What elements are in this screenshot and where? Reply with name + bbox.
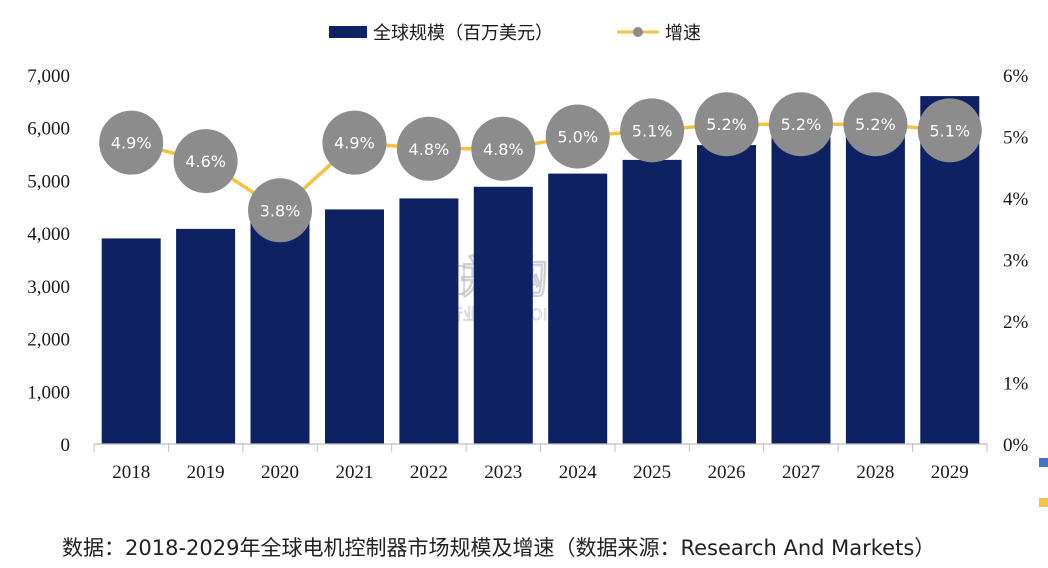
- growth-data-label: 4.6%: [185, 152, 226, 171]
- y-right-tick-label: 2%: [1003, 312, 1029, 333]
- legend: 全球规模（百万美元） 增速: [329, 23, 701, 44]
- growth-point-2020: 3.8%: [248, 178, 313, 243]
- y-left-tick-label: 4,000: [27, 224, 70, 245]
- growth-marker: [768, 92, 833, 157]
- growth-data-label: 4.9%: [334, 134, 375, 153]
- side-marker-yellow: [1039, 498, 1048, 507]
- growth-point-2028: 5.2%: [843, 92, 908, 157]
- growth-data-label: 5.2%: [781, 115, 822, 134]
- y-right-tick-label: 5%: [1003, 128, 1029, 149]
- bar-2025: [622, 159, 682, 444]
- x-tick-label: 2022: [410, 462, 448, 483]
- legend-line-label: 增速: [665, 23, 701, 44]
- bar-2028: [845, 113, 905, 444]
- growth-point-2026: 5.2%: [694, 92, 759, 157]
- bar-2018: [101, 238, 161, 444]
- growth-marker: [248, 178, 313, 243]
- y-right-tick-label: 3%: [1003, 251, 1029, 272]
- growth-point-2019: 4.6%: [173, 129, 238, 194]
- x-tick-label: 2027: [782, 462, 820, 483]
- y-left-tick-label: 5,000: [27, 171, 70, 192]
- growth-marker: [694, 92, 759, 157]
- x-tick-label: 2025: [633, 462, 671, 483]
- growth-data-label: 5.0%: [557, 128, 598, 147]
- bar-2021: [325, 209, 384, 444]
- growth-marker: [173, 129, 238, 194]
- side-marker-blue: [1039, 458, 1048, 467]
- growth-data-label: 5.1%: [929, 121, 970, 140]
- growth-point-2027: 5.2%: [768, 92, 833, 157]
- growth-marker: [545, 104, 610, 169]
- growth-point-2023: 4.8%: [471, 116, 536, 181]
- growth-point-2025: 5.1%: [620, 98, 685, 163]
- y-right-tick-label: 0%: [1003, 435, 1029, 456]
- y-left-tick-label: 7,000: [27, 66, 70, 87]
- growth-marker: [322, 110, 387, 175]
- growth-data-label: 5.2%: [706, 115, 747, 134]
- bar-series: [101, 96, 980, 445]
- growth-data-label: 5.1%: [632, 121, 673, 140]
- growth-marker: [471, 116, 536, 181]
- growth-marker: [843, 92, 908, 157]
- axes: 2018 2019 2020 2021 2022 2023 2024 2025 2026 2027…: [27, 66, 1028, 483]
- y-left-tick-label: 6,000: [27, 119, 70, 140]
- x-tick-label: 2028: [856, 462, 894, 483]
- growth-marker: [99, 110, 164, 175]
- y-left-tick-label: 1,000: [27, 382, 70, 403]
- y-right-tick-label: 1%: [1003, 374, 1029, 395]
- growth-marker: [917, 98, 982, 163]
- x-tick-label: 2019: [187, 462, 225, 483]
- x-tick-label: 2024: [559, 462, 598, 483]
- growth-point-2029: 5.1%: [917, 98, 982, 163]
- x-tick-label: 2018: [112, 462, 150, 483]
- growth-data-label: 4.8%: [483, 140, 524, 159]
- y-left-tick-label: 3,000: [27, 277, 70, 298]
- x-tick-label: 2020: [261, 462, 299, 483]
- growth-point-2024: 5.0%: [545, 104, 610, 169]
- y-right-tick-label: 4%: [1003, 189, 1029, 210]
- x-tick-label: 2023: [484, 462, 522, 483]
- bar-2027: [771, 129, 831, 445]
- legend-line-marker: [633, 27, 643, 37]
- growth-point-2021: 4.9%: [322, 110, 387, 175]
- bar-2024: [548, 173, 608, 444]
- legend-bar-swatch: [329, 26, 367, 38]
- y-right-tick-label: 6%: [1003, 66, 1029, 87]
- growth-point-2018: 4.9%: [99, 110, 164, 175]
- bar-2022: [399, 198, 459, 444]
- chart-caption: 数据：2018-2029年全球电机控制器市场规模及增速（数据来源：Researc…: [62, 536, 936, 560]
- growth-data-label: 4.8%: [409, 140, 450, 159]
- x-tick-label: 2021: [335, 462, 373, 483]
- growth-point-2022: 4.8%: [396, 116, 461, 181]
- x-tick-label: 2029: [931, 462, 969, 483]
- growth-data-label: 3.8%: [260, 201, 301, 220]
- x-tick-label: 2026: [708, 462, 746, 483]
- growth-marker: [620, 98, 685, 163]
- chart: 并购家行业报告 IPOIPO.CN 2018201920202021202220…: [27, 23, 1028, 483]
- bar-2026: [697, 145, 756, 444]
- bar-2020: [250, 220, 310, 444]
- y-left-tick-label: 0: [61, 435, 71, 456]
- bar-2019: [176, 228, 236, 444]
- growth-line-series: 4.9% 4.6% 3.8% 4.9% 4.8% 4.8% 5.0% 5.1% 5.2% 5.2%…: [99, 92, 982, 243]
- growth-marker: [396, 116, 461, 181]
- growth-data-label: 5.2%: [855, 115, 896, 134]
- y-left-tick-label: 2,000: [27, 330, 70, 351]
- legend-bar-label: 全球规模（百万美元）: [373, 23, 553, 44]
- bar-2023: [473, 186, 533, 445]
- growth-data-label: 4.9%: [111, 134, 152, 153]
